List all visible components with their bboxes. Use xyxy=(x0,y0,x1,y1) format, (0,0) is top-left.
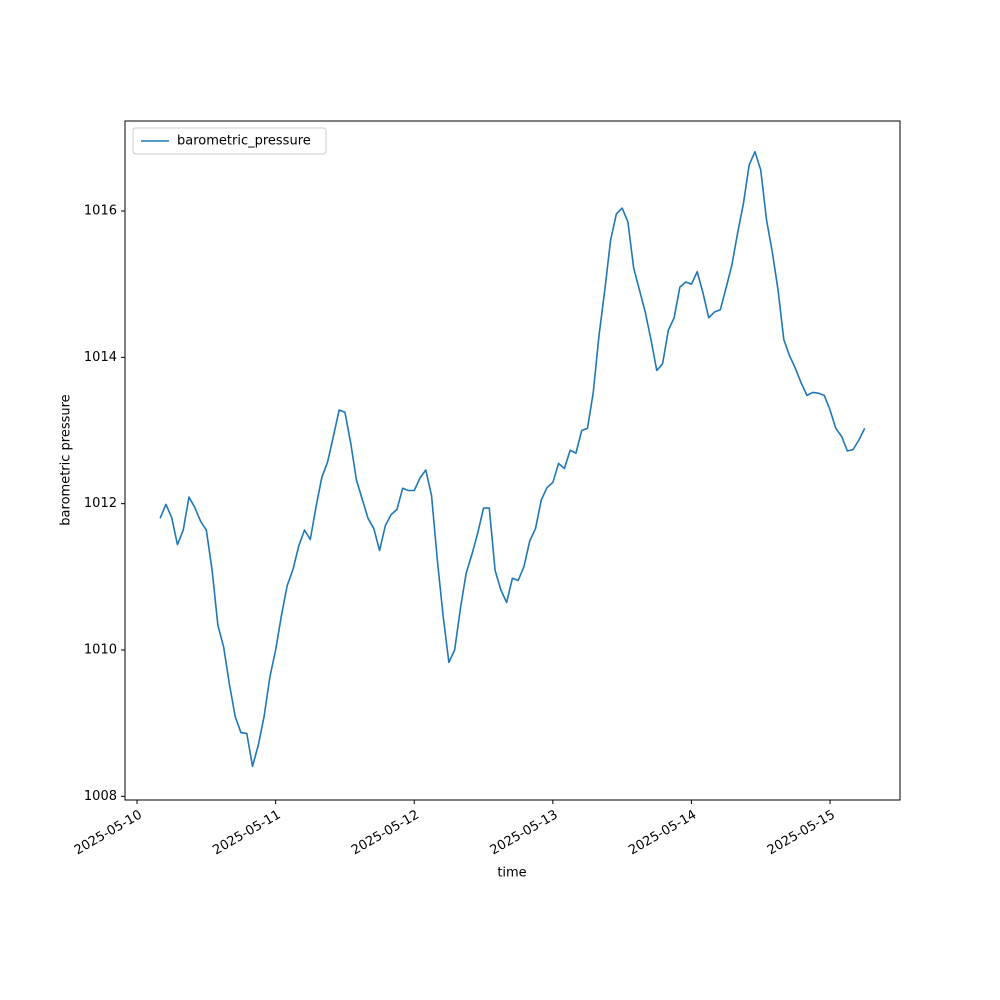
x-axis-label: time xyxy=(497,866,526,881)
y-axis-label: barometric pressure xyxy=(59,394,74,525)
y-tick-label: 1010 xyxy=(84,643,117,658)
plot-frame xyxy=(124,120,901,801)
y-tick-label: 1016 xyxy=(84,203,117,218)
legend-box xyxy=(132,127,327,155)
y-tick-label: 1014 xyxy=(84,350,117,365)
data-line xyxy=(159,150,866,768)
y-tick-label: 1012 xyxy=(84,496,117,511)
legend-label: barometric_pressure xyxy=(177,134,311,149)
y-tick-label: 1008 xyxy=(84,789,117,804)
